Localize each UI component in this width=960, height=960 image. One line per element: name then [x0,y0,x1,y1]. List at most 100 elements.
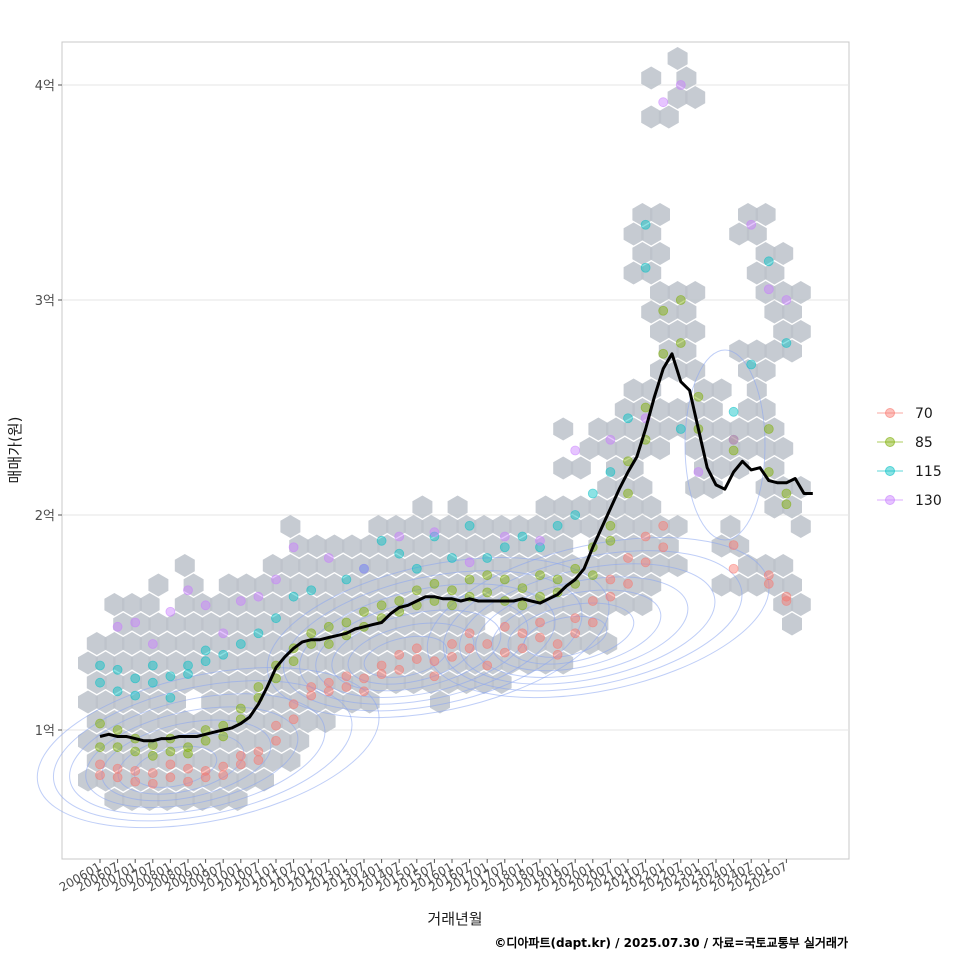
scatter-point [411,585,422,596]
hexbin-cell [394,534,415,558]
hexbin-cell [474,515,494,538]
hexbin-cell [78,651,98,675]
y-tick-label: 4억 [35,79,55,94]
legend-label: 115 [915,464,942,480]
trend-line-layer [99,352,813,743]
scatter-point [570,628,581,639]
density-contour [523,615,608,658]
hexbin-cell [148,651,169,675]
density-contour [491,589,662,672]
scatter-point [605,574,616,585]
scatter-point [183,669,193,679]
scatter-point [447,600,457,611]
hexbin-cell [306,534,327,558]
hexbin-cell [227,749,248,772]
legend-key-point [885,437,895,447]
hexbin-cell [588,495,609,519]
scatter-point [183,763,193,774]
hexbin-cell [702,398,723,421]
hexbin-cell [623,534,644,558]
hexbin-cell [597,437,618,460]
scatter-point [95,759,105,770]
hexbin-cell [306,651,327,675]
scatter-point [640,557,651,568]
hexbin-cell [122,671,142,694]
scatter-point [552,574,563,585]
hexbin-cell [166,768,186,792]
scatter-point [200,600,211,611]
hexbin-cell [623,222,644,246]
scatter-point [288,699,299,710]
hexbin-cell [298,593,318,616]
hexbin-cell [720,437,741,460]
hexbin-cell [139,671,160,694]
hexbin-cell [122,710,142,733]
hexbin-cell [130,651,151,675]
hexbin-cell [403,671,424,694]
hexbin-cell [78,768,98,792]
hexbin-cell [412,534,433,558]
hexbin-cell [676,300,697,324]
scatter-point [763,424,774,434]
hexbin-cell [667,554,688,577]
hexbin-cell [271,573,292,597]
scatter-point [605,520,616,531]
hexbin-cell [755,242,776,265]
scatter-point [147,750,158,761]
hexbin-cell [764,261,785,285]
scatter-point [482,587,493,598]
scatter-point [447,553,457,563]
scatter-point [376,535,387,546]
hexbin-cell [236,729,257,753]
scatter-point [482,639,493,649]
hexbin-cell [174,788,195,811]
scatter-point [728,540,739,550]
scatter-point [218,731,229,742]
scatter-point [429,527,440,538]
hexbin-cell [236,612,257,636]
density-contour [363,635,448,678]
hexbin-cell [711,573,732,597]
scatter-point [658,520,669,531]
scatter-point [570,445,581,456]
hexbin-cell [650,437,670,460]
hexbin-cell [166,651,186,675]
legend-label: 85 [915,435,933,451]
scatter-point [640,262,651,273]
scatter-point [112,664,123,675]
scatter-point [763,578,774,589]
scatter-point [658,305,669,316]
hexbin-cell [421,632,442,655]
hexbin-cell [702,437,723,460]
hexbin-cell [746,222,767,246]
scatter-point [429,671,440,682]
hexbin-cell [658,105,679,129]
density-contour [507,602,635,665]
hexbin-cell [623,261,644,285]
scatter-point [130,617,141,628]
scatter-point [218,649,229,660]
scatter-point [200,645,211,656]
scatter-point [112,772,123,783]
scatter-point [341,617,352,628]
scatter-point [411,563,422,574]
scatter-point [218,761,229,772]
scatter-point [200,735,211,746]
density-contour [459,563,716,685]
hexbin-cell [597,632,618,655]
hexbin-cell [192,632,213,655]
hexbin-cell [139,749,160,772]
hexbin-cell [711,378,732,402]
hexbin-cell [289,573,310,597]
scatter-point [605,434,616,445]
scatter-point [323,553,334,563]
hexbin-cell [738,437,758,460]
scatter-point [218,770,229,781]
scatter-point [235,750,246,761]
hexbin-cell [447,612,468,636]
hexbin-cell [306,573,327,597]
scatter-point [323,639,334,649]
legend-key-point [885,408,895,418]
hexbin-cell [474,632,494,655]
hexbin-cell [746,573,767,597]
